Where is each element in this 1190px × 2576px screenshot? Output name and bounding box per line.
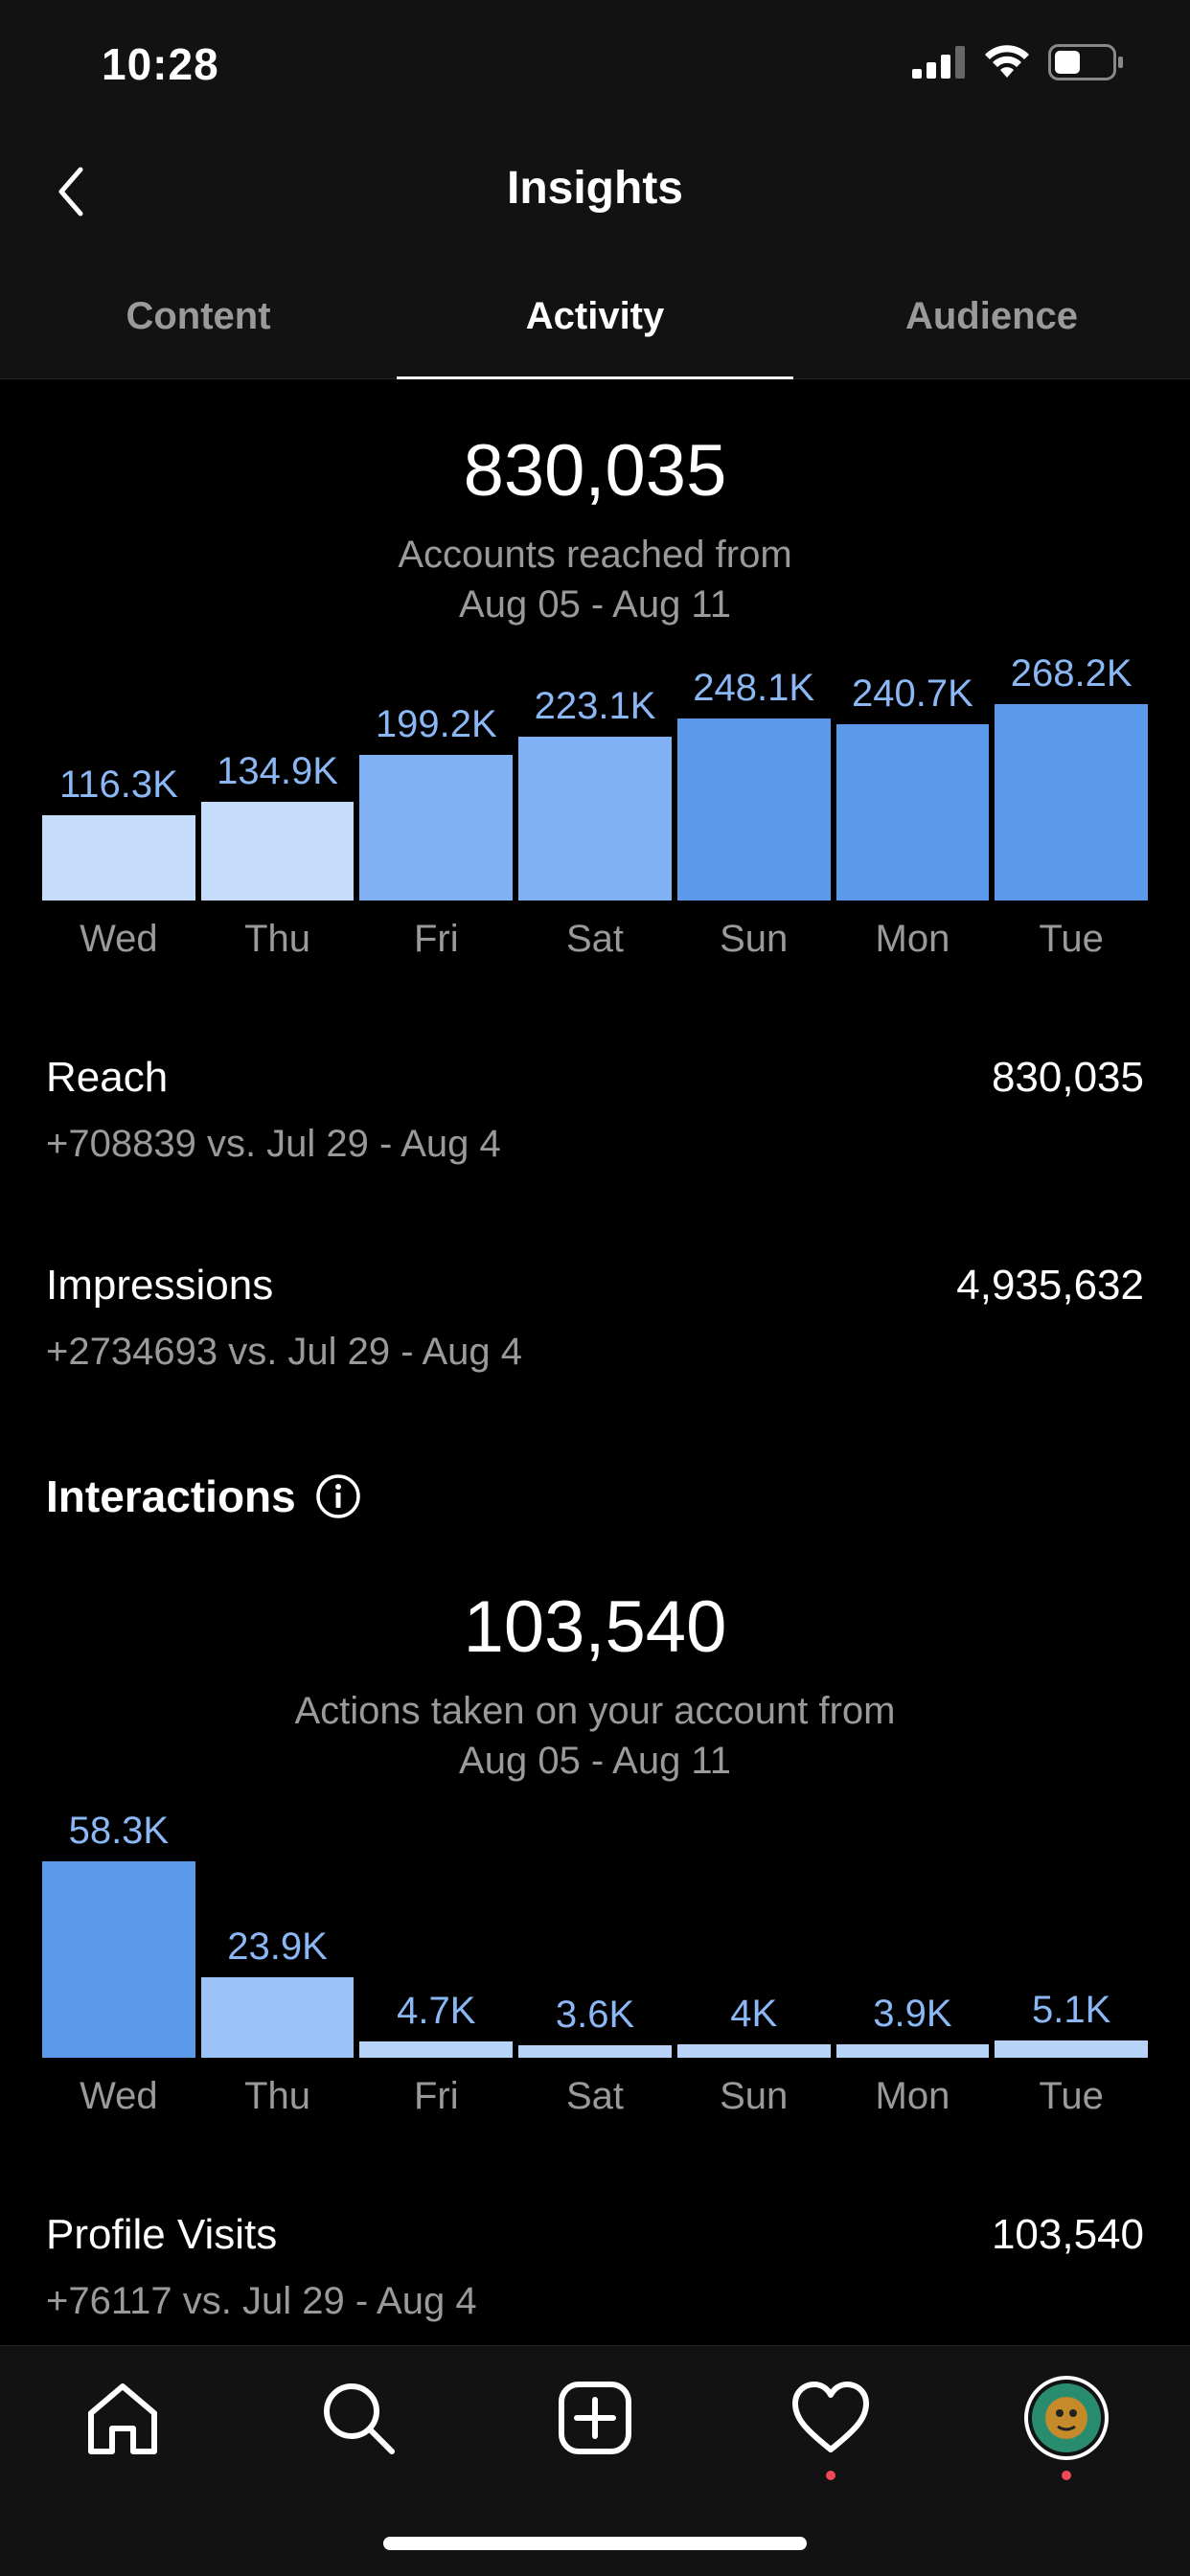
bar-value-label: 23.9K: [227, 1925, 328, 1968]
bar-wed[interactable]: [42, 1861, 195, 2058]
info-icon[interactable]: [315, 1473, 361, 1519]
interactions-title: Interactions: [46, 1471, 296, 1521]
bar-fri[interactable]: [359, 754, 514, 900]
interactions-total: 103,540: [463, 1586, 727, 1668]
profile-notification-dot: [1062, 2471, 1071, 2480]
reach-label: Reach: [46, 1054, 169, 1101]
day-tick-label: Mon: [875, 918, 950, 960]
accounts-reached-date-range: Aug 05 - Aug 11: [459, 583, 731, 626]
bar-value-label: 58.3K: [68, 1810, 170, 1852]
bar-sat[interactable]: [518, 737, 672, 900]
reach-comparison: +708839 vs. Jul 29 - Aug 4: [46, 1123, 501, 1165]
tab-activity[interactable]: Activity: [397, 254, 793, 379]
reach-bar-chart: 116.3K Wed 134.9K Thu 199.2K Fri 223.1K Sat 248.…: [42, 652, 1148, 968]
interactions-bar-chart: 58.3K Wed 23.9K Thu 4.7K Fri 3.6K Sat 4K Sun 3.9K M…: [42, 1810, 1148, 2127]
interactions-date-range: Aug 05 - Aug 11: [459, 1740, 731, 1782]
heart-icon[interactable]: [788, 2375, 874, 2461]
bar-value-label: 199.2K: [375, 702, 497, 745]
bar-value-label: 116.3K: [58, 764, 178, 807]
profile-visits-label: Profile Visits: [46, 2211, 278, 2258]
day-tick-label: Fri: [413, 918, 459, 960]
tab-audience[interactable]: Audience: [904, 294, 1079, 337]
page-title: Insights: [506, 163, 683, 214]
day-tick-label: Wed: [80, 2075, 158, 2117]
reach-summary: 830,035 Accounts reached from Aug 05 - A…: [0, 429, 1190, 629]
add-post-icon[interactable]: [552, 2375, 638, 2461]
interactions-caption: Actions taken on your account from: [294, 1690, 896, 1732]
home-icon[interactable]: [80, 2375, 166, 2461]
impressions-comparison: +2734693 vs. Jul 29 - Aug 4: [46, 1331, 523, 1373]
home-indicator[interactable]: [383, 2537, 807, 2550]
status-bar: 10:28: [0, 0, 1190, 129]
bar-fri[interactable]: [359, 2041, 514, 2058]
bar-value-label: 4K: [730, 1992, 778, 2035]
bar-sun[interactable]: [676, 718, 831, 900]
bar-value-label: 240.7K: [852, 672, 973, 716]
bar-mon[interactable]: [835, 724, 990, 900]
search-icon[interactable]: [315, 2375, 401, 2461]
status-icons: [912, 44, 1125, 80]
bar-sat[interactable]: [518, 2045, 672, 2058]
profile-visits-value: 103,540: [991, 2211, 1144, 2258]
day-tick-label: Tue: [1039, 2075, 1104, 2117]
profile-visits-comparison: +76117 vs. Jul 29 - Aug 4: [46, 2280, 477, 2322]
day-tick-label: Mon: [875, 2075, 950, 2117]
day-tick-label: Sat: [565, 918, 625, 960]
day-tick-label: Fri: [413, 2075, 459, 2117]
bar-value-label: 4.7K: [397, 1990, 476, 2033]
accounts-reached-caption: Accounts reached from: [398, 534, 792, 576]
day-tick-label: Wed: [80, 918, 158, 960]
status-time: 10:28: [102, 39, 219, 89]
interactions-summary: 103,540 Actions taken on your account fr…: [0, 1585, 1190, 1786]
impressions-label: Impressions: [46, 1262, 274, 1309]
day-tick-label: Sat: [565, 2075, 625, 2117]
accounts-reached-total: 830,035: [463, 430, 727, 512]
day-tick-label: Sun: [720, 2075, 789, 2117]
profile-visits-metric: Profile Visits 103,540 +76117 vs. Jul 29…: [46, 2211, 1144, 2345]
day-tick-label: Tue: [1039, 918, 1104, 960]
bar-tue[interactable]: [995, 2040, 1148, 2058]
bar-thu[interactable]: [200, 1976, 355, 2058]
bar-value-label: 223.1K: [534, 685, 656, 728]
day-tick-label: Sun: [720, 918, 789, 960]
bar-value-label: 3.9K: [873, 1993, 952, 2036]
day-tick-label: Thu: [244, 2075, 311, 2117]
tab-bar: Content Activity Audience: [0, 254, 1190, 379]
tab-content[interactable]: Content: [126, 294, 271, 337]
bar-value-label: 3.6K: [555, 1994, 635, 2037]
bar-thu[interactable]: [200, 801, 355, 900]
battery-icon: [1048, 44, 1123, 80]
impressions-metric: Impressions 4,935,632 +2734693 vs. Jul 2…: [46, 1262, 1144, 1396]
bar-mon[interactable]: [835, 2044, 990, 2058]
profile-avatar[interactable]: [1023, 2375, 1110, 2461]
impressions-value: 4,935,632: [956, 1262, 1144, 1309]
bar-value-label: 5.1K: [1031, 1989, 1111, 2032]
reach-metric: Reach 830,035 +708839 vs. Jul 29 - Aug 4: [46, 1054, 1144, 1188]
bar-sun[interactable]: [676, 2043, 831, 2058]
back-arrow-icon[interactable]: [48, 158, 96, 225]
signal-icon: [912, 46, 965, 79]
wifi-icon: [985, 45, 1029, 78]
day-tick-label: Thu: [244, 918, 311, 960]
activity-notification-dot: [826, 2471, 835, 2480]
header: Insights: [0, 129, 1190, 255]
bar-wed[interactable]: [42, 815, 195, 900]
bar-tue[interactable]: [995, 704, 1148, 900]
reach-value: 830,035: [991, 1054, 1144, 1101]
bar-value-label: 268.2K: [1010, 652, 1133, 695]
bar-value-label: 134.9K: [217, 749, 338, 792]
bar-value-label: 248.1K: [693, 667, 815, 710]
interactions-section-title: Interactions: [46, 1470, 361, 1522]
